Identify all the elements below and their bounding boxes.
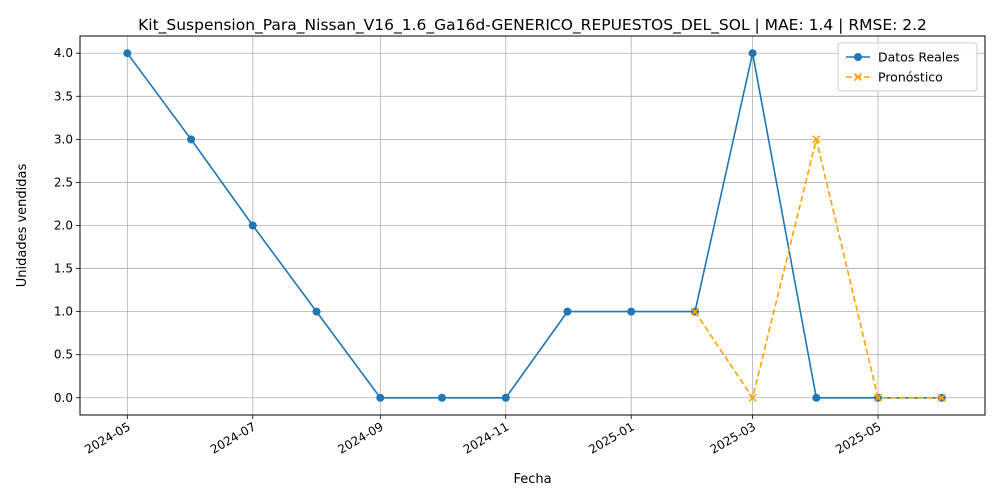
series-pronostico bbox=[690, 135, 946, 402]
legend-label: Datos Reales bbox=[878, 50, 959, 65]
y-tick-label: 3.0 bbox=[54, 132, 73, 146]
x-axis-label: Fecha bbox=[513, 472, 551, 487]
legend-marker bbox=[853, 72, 863, 82]
data-point bbox=[690, 307, 700, 316]
data-point bbox=[812, 393, 821, 402]
y-tick-label: 2.0 bbox=[54, 219, 73, 233]
data-point bbox=[376, 393, 385, 402]
data-point bbox=[438, 393, 446, 402]
x-tick-label: 2024-07 bbox=[208, 419, 258, 456]
data-point bbox=[748, 393, 757, 402]
x-tick-label: 2025-03 bbox=[708, 419, 758, 456]
axis-ticks: 0.0 0.5 1.0 1.5 2.0 2.5 3.0 3.5 4.0 2024-05 2024-0… bbox=[54, 46, 884, 456]
x-tick-label: 2024-11 bbox=[461, 419, 511, 456]
y-tick-label: 2.5 bbox=[54, 175, 73, 189]
data-point bbox=[248, 221, 257, 230]
y-tick-label: 4.0 bbox=[54, 46, 73, 60]
y-tick-label: 1.5 bbox=[54, 262, 73, 276]
y-axis-label: Unidades vendidas bbox=[15, 164, 30, 288]
data-point bbox=[312, 307, 321, 316]
legend: Datos Reales Pronóstico bbox=[837, 42, 978, 92]
data-point bbox=[873, 393, 883, 402]
y-tick-label: 0.0 bbox=[54, 391, 73, 405]
data-point bbox=[627, 307, 636, 316]
y-tick-label: 1.0 bbox=[54, 305, 73, 319]
y-tick-label: 3.5 bbox=[54, 89, 73, 103]
x-tick-label: 2025-05 bbox=[833, 419, 883, 456]
chart-title: Kit_Suspension_Para_Nissan_V16_1.6_Ga16d… bbox=[138, 16, 927, 35]
x-tick-label: 2024-09 bbox=[335, 419, 385, 456]
series-line bbox=[126, 52, 942, 399]
legend-marker bbox=[854, 53, 862, 61]
series-layer bbox=[123, 49, 946, 402]
data-point bbox=[187, 135, 196, 144]
legend-box bbox=[837, 42, 978, 92]
data-point bbox=[123, 49, 132, 58]
x-tick-label: 2025-01 bbox=[586, 419, 636, 456]
data-point bbox=[501, 393, 510, 402]
x-tick-label: 2024-05 bbox=[82, 419, 132, 456]
legend-label: Pronóstico bbox=[878, 70, 943, 85]
data-point bbox=[563, 307, 572, 316]
data-point bbox=[937, 393, 946, 402]
data-point bbox=[748, 49, 757, 58]
data-point bbox=[812, 135, 821, 144]
grid-lines bbox=[80, 36, 985, 415]
y-tick-label: 0.5 bbox=[54, 348, 73, 362]
